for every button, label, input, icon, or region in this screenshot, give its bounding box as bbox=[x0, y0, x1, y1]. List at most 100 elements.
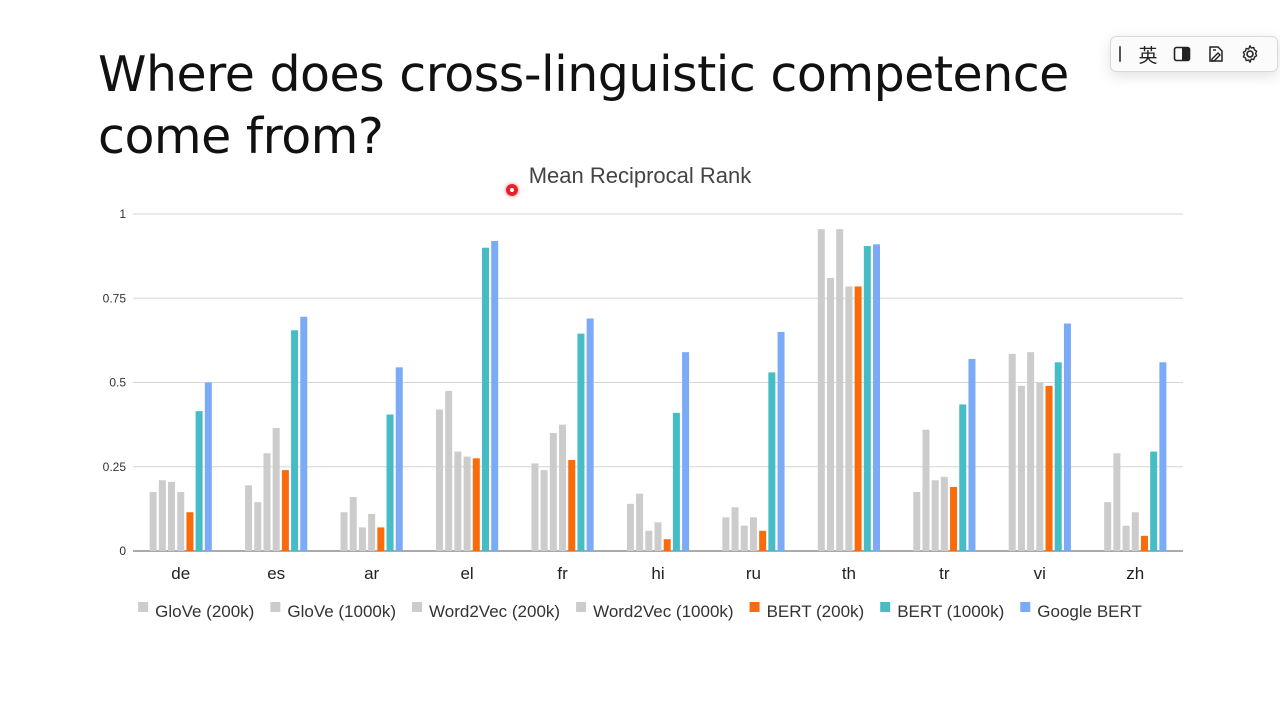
bar-ar-1 bbox=[349, 497, 357, 551]
bar-hi-1 bbox=[636, 493, 644, 551]
bar-ru-5 bbox=[768, 372, 776, 551]
dictionary-button[interactable] bbox=[1199, 39, 1233, 69]
legend-label: GloVe (1000k) bbox=[287, 602, 396, 621]
bar-tr-2 bbox=[931, 480, 939, 551]
bar-tr-0 bbox=[913, 492, 921, 551]
bar-zh-6 bbox=[1159, 362, 1167, 551]
bar-el-1 bbox=[445, 390, 453, 551]
legend-swatch bbox=[412, 602, 423, 612]
bar-de-4 bbox=[186, 512, 194, 551]
bar-el-2 bbox=[454, 451, 462, 551]
legend-label: GloVe (200k) bbox=[155, 602, 254, 621]
layout-toggle-button[interactable] bbox=[1165, 39, 1199, 69]
bar-ru-6 bbox=[777, 331, 785, 551]
gear-icon bbox=[1242, 45, 1258, 63]
bar-ar-6 bbox=[395, 367, 403, 551]
bar-ru-3 bbox=[749, 517, 757, 551]
language-toggle-button[interactable]: 英 bbox=[1131, 39, 1165, 69]
bar-el-4 bbox=[472, 458, 480, 551]
bar-es-3 bbox=[272, 427, 280, 551]
bar-de-1 bbox=[158, 480, 166, 551]
x-tick-label: de bbox=[171, 564, 190, 583]
y-tick-label: 0 bbox=[119, 544, 126, 558]
slide-title-line-1: Where does cross-linguistic competence bbox=[98, 46, 1069, 103]
x-tick-label: es bbox=[267, 564, 285, 583]
bar-ar-4 bbox=[377, 527, 385, 551]
legend-swatch bbox=[1020, 602, 1031, 612]
x-tick-label: zh bbox=[1126, 564, 1144, 583]
x-tick-label: el bbox=[460, 564, 473, 583]
bar-vi-2 bbox=[1027, 352, 1035, 551]
bar-hi-3 bbox=[654, 522, 662, 551]
bar-th-5 bbox=[863, 246, 871, 551]
bar-ru-2 bbox=[740, 525, 748, 551]
bar-hi-6 bbox=[682, 352, 690, 551]
bar-el-5 bbox=[481, 247, 489, 551]
bar-tr-3 bbox=[940, 476, 948, 551]
y-tick-label: 0.25 bbox=[103, 460, 127, 474]
bar-vi-4 bbox=[1045, 385, 1053, 551]
legend-label: Google BERT bbox=[1037, 602, 1142, 621]
bar-ar-2 bbox=[358, 527, 366, 551]
bar-zh-4 bbox=[1140, 535, 1148, 551]
bar-es-5 bbox=[291, 330, 299, 551]
x-tick-label: tr bbox=[939, 564, 950, 583]
bar-vi-6 bbox=[1063, 323, 1071, 551]
bar-th-4 bbox=[854, 286, 862, 551]
bar-ar-5 bbox=[386, 414, 394, 551]
bar-tr-1 bbox=[922, 429, 930, 551]
legend-swatch bbox=[576, 602, 587, 612]
slide-title-line-2: come from? bbox=[98, 108, 384, 165]
y-tick-label: 1 bbox=[119, 207, 126, 221]
bar-es-0 bbox=[245, 485, 253, 551]
chart-title: Mean Reciprocal Rank bbox=[529, 163, 753, 188]
bar-fr-1 bbox=[540, 470, 548, 551]
y-tick-label: 0.5 bbox=[109, 376, 126, 390]
bar-ru-4 bbox=[759, 530, 767, 551]
bar-th-6 bbox=[873, 244, 881, 551]
bar-de-3 bbox=[177, 492, 185, 551]
y-tick-label: 0.75 bbox=[103, 291, 127, 305]
x-tick-label: ar bbox=[364, 564, 379, 583]
bar-th-3 bbox=[845, 286, 853, 551]
bar-ar-3 bbox=[368, 513, 376, 551]
dictionary-icon bbox=[1209, 46, 1223, 62]
bar-tr-6 bbox=[968, 358, 976, 551]
legend-swatch bbox=[270, 602, 281, 612]
bar-hi-4 bbox=[663, 539, 671, 551]
legend-label: Word2Vec (1000k) bbox=[593, 602, 733, 621]
layout-toggle-icon bbox=[1173, 46, 1191, 62]
bar-vi-0 bbox=[1008, 353, 1016, 551]
bar-de-2 bbox=[168, 481, 176, 551]
x-tick-label: ru bbox=[746, 564, 761, 583]
bar-vi-1 bbox=[1017, 385, 1025, 551]
x-tick-label: vi bbox=[1034, 564, 1046, 583]
bar-fr-0 bbox=[531, 463, 539, 551]
legend-swatch bbox=[880, 602, 891, 612]
bar-el-6 bbox=[491, 240, 499, 551]
legend-label: BERT (1000k) bbox=[897, 602, 1004, 621]
bar-es-2 bbox=[263, 453, 271, 551]
bar-el-3 bbox=[463, 456, 471, 551]
bar-hi-0 bbox=[626, 503, 634, 551]
bar-fr-2 bbox=[549, 433, 557, 551]
bar-zh-5 bbox=[1150, 451, 1158, 551]
bar-de-5 bbox=[195, 411, 203, 551]
grip-icon[interactable] bbox=[1119, 46, 1121, 62]
x-tick-label: fr bbox=[557, 564, 568, 583]
bar-es-4 bbox=[281, 470, 289, 551]
x-tick-label: th bbox=[842, 564, 856, 583]
legend-swatch bbox=[138, 602, 149, 612]
bar-th-2 bbox=[836, 229, 844, 552]
legend-swatch bbox=[749, 602, 760, 612]
bar-es-6 bbox=[300, 316, 308, 551]
language-label: 英 bbox=[1138, 44, 1158, 67]
settings-button[interactable] bbox=[1233, 39, 1267, 69]
bar-zh-0 bbox=[1104, 502, 1112, 551]
bar-vi-3 bbox=[1036, 382, 1044, 551]
bar-zh-3 bbox=[1131, 512, 1139, 551]
bar-fr-6 bbox=[586, 318, 594, 551]
bar-hi-2 bbox=[645, 530, 653, 551]
bar-de-0 bbox=[149, 492, 157, 551]
bar-el-0 bbox=[435, 409, 443, 551]
